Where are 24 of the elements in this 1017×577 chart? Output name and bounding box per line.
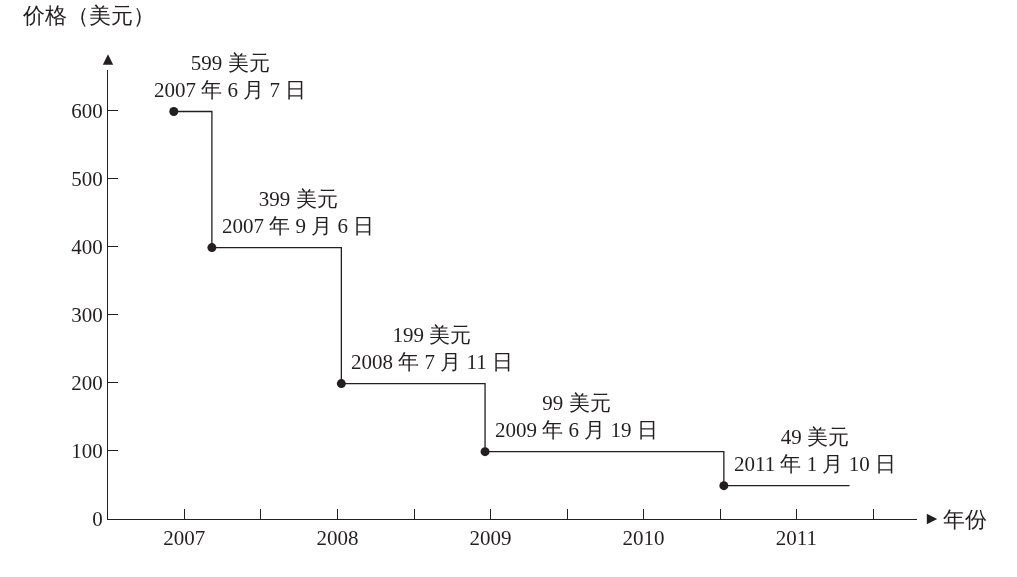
x-axis-title: 年份 [943,507,987,532]
x-tick-label: 2007 [163,526,206,551]
annotation: 599 美元 2007 年 6 月 7 日 [154,51,307,103]
annotation: 99 美元 2009 年 6 月 19 日 [495,391,658,443]
point [719,481,729,491]
y-tick-label: 500 [71,167,103,192]
point [207,243,217,253]
y-tick-label: 0 [92,507,103,532]
x-tick-label: 2010 [622,526,665,551]
x-tick-label: 2009 [469,526,512,551]
annotation: 199 美元 2008 年 7 月 11 日 [351,323,513,375]
annotation: 399 美元 2007 年 9 月 6 日 [222,187,375,239]
y-tick-label: 400 [71,235,103,260]
y-tick-label: 300 [71,303,103,328]
x-tick-label: 2011 [775,526,817,551]
y-tick-label: 200 [71,371,103,396]
point [169,107,179,116]
x-tick-label: 2008 [316,526,359,551]
y-tick-label: 100 [71,439,103,464]
point [336,379,346,389]
y-tick-label: 600 [71,99,103,124]
y-axis-title: 价格（美元） [22,3,155,28]
point [480,447,490,457]
annotation: 49 美元 2011 年 1 月 10 日 [734,425,896,477]
